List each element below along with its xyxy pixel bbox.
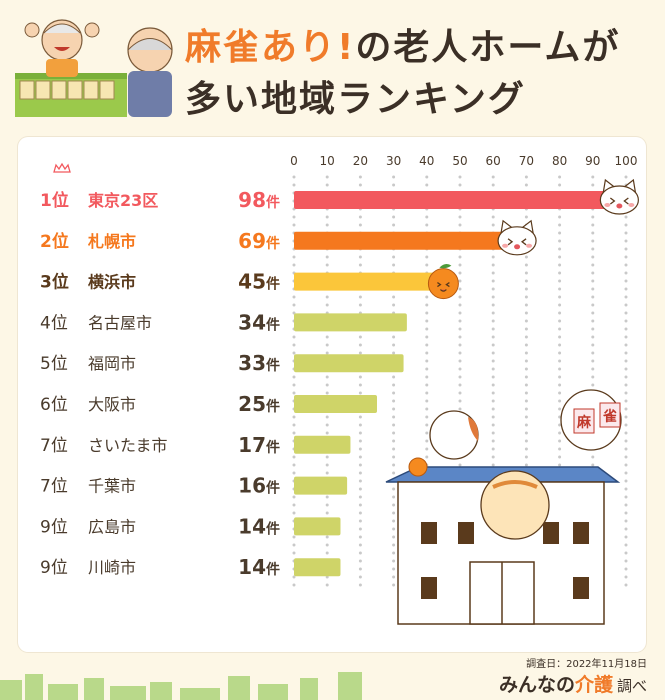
x-tick-label: 50 <box>452 154 467 168</box>
title-accent: 麻雀あり! <box>185 27 356 68</box>
region-name: 名古屋市 <box>88 313 152 332</box>
rank-label: 2位 <box>40 231 69 252</box>
header: 麻雀あり!の老人ホームが 多い地域ランキング <box>0 0 665 125</box>
rank-label: 7位 <box>40 436 68 456</box>
rank-label: 9位 <box>40 558 68 578</box>
x-tick-label: 10 <box>320 154 335 168</box>
region-name: 広島市 <box>88 517 136 536</box>
chart-card: 0 10 20 30 40 50 60 70 80 90 100 1位 東京23区 98件 2位 札幌市 69件… <box>18 137 646 652</box>
bar <box>294 272 444 291</box>
cat-face-icon <box>497 219 537 256</box>
bar <box>294 231 524 250</box>
x-tick-label: 70 <box>519 154 534 168</box>
data-label: 14件 <box>238 555 280 579</box>
region-name: 千葉市 <box>88 477 136 496</box>
region-name: 大阪市 <box>88 395 136 414</box>
data-label: 34件 <box>238 310 280 334</box>
bar <box>294 395 377 413</box>
data-label: 69件 <box>238 229 280 253</box>
region-name: 横浜市 <box>88 273 136 292</box>
bar <box>294 558 341 577</box>
mahjong-tile-label: 雀 <box>602 408 617 425</box>
rank-label: 7位 <box>40 477 68 497</box>
rank-label: 9位 <box>40 517 68 537</box>
x-tick-label: 100 <box>615 154 638 168</box>
rank-label: 3位 <box>40 272 69 293</box>
rank-label: 5位 <box>40 354 68 374</box>
region-name: さいたま市 <box>88 436 168 455</box>
x-tick-label: 0 <box>290 154 298 168</box>
cat-face-icon <box>599 178 639 215</box>
crown-icon <box>53 162 71 173</box>
bar <box>294 354 404 373</box>
nursing-home-house-illustration <box>385 389 622 625</box>
x-tick-label: 20 <box>353 154 368 168</box>
title-rest: の老人ホームが <box>355 27 621 68</box>
bar <box>294 313 407 332</box>
bar <box>294 191 620 209</box>
ranking-bar-chart: 0 10 20 30 40 50 60 70 80 90 100 1位 東京23区 98件 2位 札幌市 69件… <box>40 154 639 625</box>
mahjong-tile-label: 麻 <box>576 414 592 431</box>
region-name: 札幌市 <box>87 232 136 251</box>
rank-label: 6位 <box>40 395 68 415</box>
data-label: 14件 <box>238 514 280 538</box>
elderly-playing-mahjong-illustration <box>15 19 173 117</box>
page-title-line-1: 麻雀あり!の老人ホームが <box>185 18 620 70</box>
x-tick-label: 60 <box>486 154 501 168</box>
region-name: 福岡市 <box>88 354 136 373</box>
data-label: 45件 <box>238 270 280 294</box>
mahjong-tile-icon <box>573 408 595 434</box>
rank-label: 4位 <box>40 313 68 333</box>
data-label: 25件 <box>238 392 280 416</box>
data-label: 98件 <box>238 188 280 212</box>
region-name: 川崎市 <box>88 558 136 577</box>
page-title-line-2: 多い地域ランキング <box>185 79 526 120</box>
bar <box>294 435 351 454</box>
region-name: 東京23区 <box>88 191 158 210</box>
bar <box>294 476 348 495</box>
x-tick-label: 90 <box>585 154 600 168</box>
mahjong-tile-icon <box>599 402 621 428</box>
data-label: 16件 <box>238 474 280 498</box>
survey-date: 調査日：2022年11月18日 <box>526 659 647 670</box>
rank-label: 1位 <box>40 190 69 211</box>
brand-part-1: みんなの <box>498 674 575 696</box>
bar <box>294 517 341 536</box>
brand-logo: みんなの介護 調べ <box>499 670 647 697</box>
x-tick-label: 80 <box>552 154 567 168</box>
x-tick-label: 40 <box>419 154 434 168</box>
mandarin-orange-icon <box>427 264 459 300</box>
data-label: 33件 <box>238 351 280 375</box>
brand-part-3: 調べ <box>616 677 647 695</box>
data-label: 17件 <box>238 433 280 457</box>
city-skyline-decoration <box>0 672 362 700</box>
brand-part-2: 介護 <box>574 674 613 696</box>
x-tick-label: 30 <box>386 154 401 168</box>
